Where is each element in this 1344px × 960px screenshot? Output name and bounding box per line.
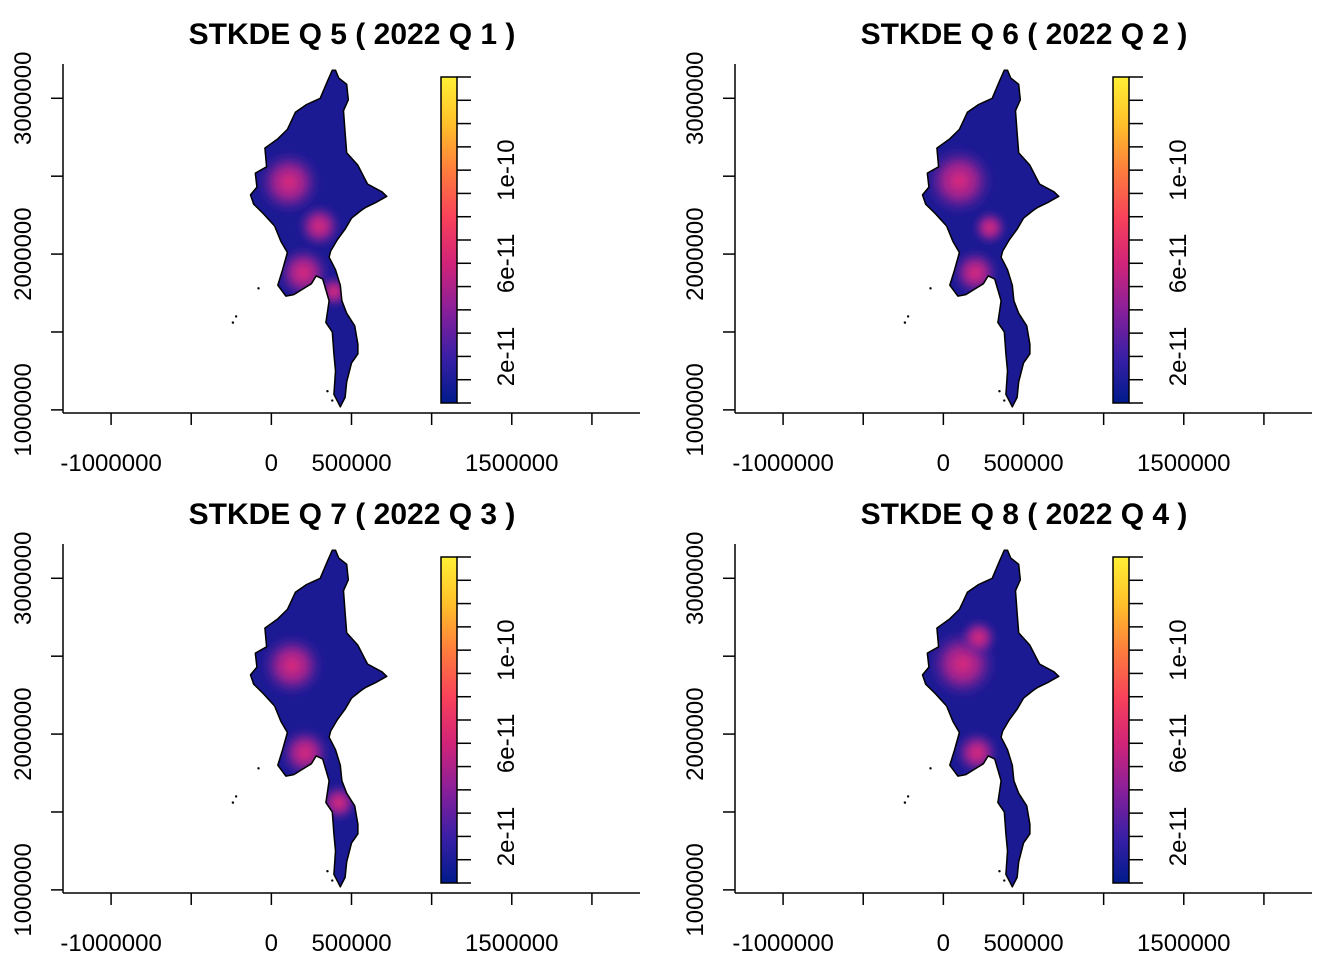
island-mark	[906, 315, 910, 318]
x-tick-label: 0	[937, 450, 950, 477]
colorbar-tick-label: 2e-11	[493, 327, 520, 387]
island-mark	[326, 389, 329, 393]
colorbar	[1112, 76, 1130, 404]
island-mark	[998, 389, 1001, 393]
y-tick-label: 1000000	[682, 843, 709, 936]
island-mark	[234, 795, 238, 798]
x-tick-label: 1500000	[1137, 450, 1230, 477]
y-tick-label: 1000000	[10, 843, 37, 936]
density-hotspot	[959, 617, 999, 658]
island-mark	[326, 869, 329, 873]
colorbar-tick-label: 2e-11	[1165, 327, 1192, 387]
island-mark	[903, 801, 907, 804]
plot-area: -1000000 0 500000 1500000 1000000 2000000 3000…	[682, 532, 1312, 957]
x-tick-label: 0	[265, 450, 278, 477]
y-tick-label: 2000000	[10, 687, 37, 780]
colorbar-tick-label: 6e-11	[1165, 713, 1192, 773]
map-outline	[249, 69, 388, 408]
plot-area: -1000000 0 500000 1500000 1000000 2000000 3000…	[10, 52, 640, 477]
y-tick-label: 1000000	[682, 363, 709, 456]
colorbar-tick-label: 1e-10	[493, 619, 520, 680]
island-mark	[929, 287, 932, 290]
panel-title: STKDE Q 8 ( 2022 Q 4 )	[861, 498, 1188, 531]
colorbar	[440, 76, 458, 404]
colorbar-tick-label: 1e-10	[1165, 139, 1192, 200]
colorbar-tick-label: 6e-11	[493, 233, 520, 293]
x-tick-label: -1000000	[732, 450, 833, 477]
island-mark	[331, 879, 334, 882]
plot-area: -1000000 0 500000 1500000 1000000 2000000 3000…	[10, 532, 640, 957]
x-tick-label: 0	[265, 930, 278, 957]
density-hotspot	[255, 149, 322, 216]
island-mark	[1003, 399, 1006, 402]
plot-area: -1000000 0 500000 1500000 1000000 2000000 3000…	[682, 52, 1312, 477]
colorbar-tick-label: 2e-11	[493, 807, 520, 867]
panel-q5: STKDE Q 5 ( 2022 Q 1 ) -1000000 0 500000 15…	[10, 18, 640, 477]
island-mark	[231, 321, 235, 324]
colorbar-tick-label: 1e-10	[493, 139, 520, 200]
x-tick-label: 500000	[311, 450, 391, 477]
y-tick-label: 3000000	[682, 52, 709, 145]
y-tick-label: 2000000	[682, 687, 709, 780]
x-tick-label: 500000	[983, 930, 1063, 957]
x-tick-label: 0	[937, 930, 950, 957]
island-mark	[331, 399, 334, 402]
colorbar-tick-label: 6e-11	[1165, 233, 1192, 293]
panel-title: STKDE Q 7 ( 2022 Q 3 )	[189, 498, 516, 531]
x-tick-label: -1000000	[60, 930, 161, 957]
island-mark	[998, 869, 1001, 873]
x-tick-label: 1500000	[1137, 930, 1230, 957]
map-outline	[921, 69, 1060, 408]
x-tick-label: 1500000	[465, 930, 558, 957]
density-hotspot	[316, 274, 351, 309]
density-hotspot	[275, 245, 332, 301]
colorbar-tick-label: 2e-11	[1165, 807, 1192, 867]
panel-title: STKDE Q 6 ( 2022 Q 2 )	[861, 18, 1188, 51]
x-tick-label: -1000000	[60, 450, 161, 477]
y-tick-label: 1000000	[10, 363, 37, 456]
hotspot-layer	[926, 617, 1000, 776]
panel-title: STKDE Q 5 ( 2022 Q 1 )	[189, 18, 516, 51]
x-tick-label: 500000	[311, 930, 391, 957]
x-tick-label: 500000	[983, 450, 1063, 477]
x-tick-label: 1500000	[465, 450, 558, 477]
y-tick-label: 2000000	[682, 207, 709, 300]
panel-q6: STKDE Q 6 ( 2022 Q 2 ) -1000000 0 500000 15…	[682, 18, 1312, 477]
y-tick-label: 3000000	[10, 532, 37, 625]
map-outline	[921, 549, 1060, 888]
density-hotspot	[954, 729, 1000, 776]
x-tick-label: -1000000	[732, 930, 833, 957]
island-mark	[929, 767, 932, 770]
island-mark	[257, 287, 260, 290]
map-outline	[249, 549, 388, 888]
island-mark	[231, 801, 235, 804]
colorbar-tick-label: 6e-11	[493, 713, 520, 773]
island-mark	[1003, 879, 1006, 882]
density-hotspot	[971, 209, 1008, 246]
density-hotspot	[923, 145, 995, 217]
y-tick-label: 3000000	[682, 532, 709, 625]
island-mark	[257, 767, 260, 770]
y-tick-label: 3000000	[10, 52, 37, 145]
y-tick-label: 2000000	[10, 207, 37, 300]
island-mark	[903, 321, 907, 324]
panel-q7: STKDE Q 7 ( 2022 Q 3 ) -1000000 0 500000 15…	[10, 498, 640, 957]
density-hotspot	[296, 203, 343, 249]
colorbar-tick-label: 1e-10	[1165, 619, 1192, 680]
colorbar	[440, 556, 458, 884]
island-mark	[234, 315, 238, 318]
island-mark	[906, 795, 910, 798]
map-fill	[922, 550, 1059, 887]
panel-q8: STKDE Q 8 ( 2022 Q 4 ) -1000000 0 500000 15…	[682, 498, 1312, 957]
colorbar	[1112, 556, 1130, 884]
map-fill	[250, 550, 387, 887]
density-hotspot	[259, 633, 325, 698]
